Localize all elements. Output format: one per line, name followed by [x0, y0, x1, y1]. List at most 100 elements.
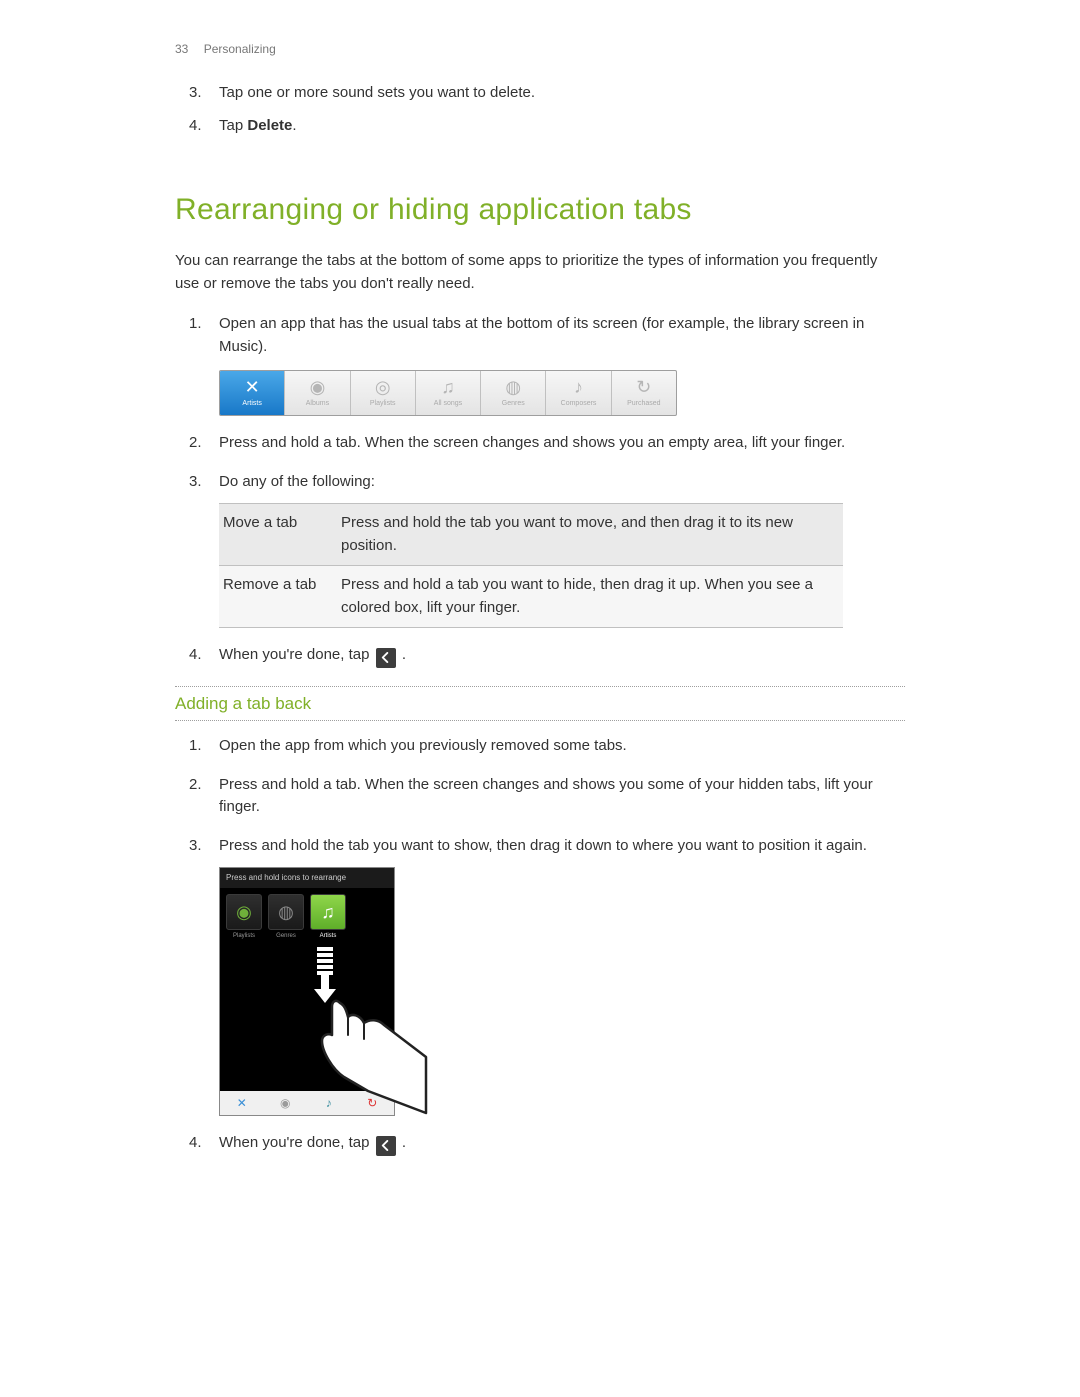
page-number: 33	[175, 42, 188, 56]
step-suffix: .	[402, 1134, 406, 1151]
step-text: When you're done, tap .	[219, 646, 406, 663]
page-meta: 33 Personalizing	[175, 40, 905, 58]
step-number: 4.	[189, 1132, 202, 1155]
back-icon	[376, 1136, 396, 1156]
tab-label: Playlists	[370, 399, 396, 410]
allsongs-icon: ♫	[441, 377, 455, 399]
tab-label: Genres	[502, 399, 525, 410]
step-number: 2.	[189, 774, 202, 797]
artists-icon: ✕	[245, 377, 260, 399]
step-text: Press and hold a tab. When the screen ch…	[219, 776, 873, 816]
playlists-icon: ◎	[375, 377, 391, 399]
action-label: Remove a tab	[219, 566, 337, 628]
thumb-wrap: ◉ Playlists	[226, 894, 262, 941]
step-item: 2. Press and hold a tab. When the screen…	[175, 774, 905, 819]
step-text: Tap Delete.	[219, 117, 297, 134]
divider	[175, 686, 905, 687]
step-item: 4. Tap Delete.	[175, 115, 905, 138]
section-intro: You can rearrange the tabs at the bottom…	[175, 250, 905, 295]
step-text: Open an app that has the usual tabs at t…	[219, 315, 864, 355]
artists-thumb: ♫	[310, 894, 346, 930]
albums-icon: ◉	[310, 377, 326, 399]
playlists-icon: ◉	[236, 899, 252, 926]
genres-icon: ◍	[278, 899, 294, 926]
thumb-wrap: ♫ Artists	[310, 894, 346, 941]
action-desc: Press and hold a tab you want to hide, t…	[337, 566, 843, 628]
step-text: Open the app from which you previously r…	[219, 737, 627, 754]
bottom-tab-icon: ♪	[307, 1091, 351, 1115]
phone-topbar: Press and hold icons to rearrange	[220, 868, 394, 888]
step-item: 4. When you're done, tap .	[175, 644, 905, 668]
composers-icon: ♪	[574, 377, 583, 399]
phone-thumb-row: ◉ Playlists ◍ Genres ♫ Artists	[220, 888, 394, 943]
step-text: Press and hold a tab. When the screen ch…	[219, 434, 845, 451]
tab-artists: ✕ Artists	[220, 371, 285, 415]
step-item: 1. Open an app that has the usual tabs a…	[175, 313, 905, 416]
divider	[175, 720, 905, 721]
tab-purchased: ↻ Purchased	[612, 371, 676, 415]
step-number: 4.	[189, 115, 202, 138]
step-item: 1. Open the app from which you previousl…	[175, 735, 905, 758]
tab-albums: ◉ Albums	[285, 371, 350, 415]
table-row: Remove a tab Press and hold a tab you wa…	[219, 566, 843, 628]
tab-label: Purchased	[627, 399, 660, 410]
drag-arrow-icon	[314, 947, 336, 1007]
bottom-tab-icon: ↻	[351, 1091, 395, 1115]
music-icon: ♫	[321, 899, 335, 926]
action-table: Move a tab Press and hold the tab you wa…	[219, 503, 843, 628]
step-suffix: .	[292, 117, 296, 134]
subsection-steps: 1. Open the app from which you previousl…	[175, 735, 905, 1156]
phone-body	[220, 943, 394, 1091]
bottom-tab-icon: ✕	[220, 1091, 264, 1115]
step-item: 3. Do any of the following: Move a tab P…	[175, 471, 905, 629]
tab-playlists: ◎ Playlists	[351, 371, 416, 415]
genres-icon: ◍	[505, 377, 521, 399]
step-number: 2.	[189, 432, 202, 455]
tabs-bar-figure: ✕ Artists ◉ Albums ◎ Playlists ♫ All son…	[219, 370, 677, 416]
step-item: 3. Tap one or more sound sets you want t…	[175, 82, 905, 105]
step-number: 1.	[189, 735, 202, 758]
step-prefix: When you're done, tap	[219, 1134, 374, 1151]
tab-composers: ♪ Composers	[546, 371, 611, 415]
subsection-title: Adding a tab back	[175, 691, 905, 717]
subheading-wrap: Adding a tab back	[175, 686, 905, 722]
step-number: 4.	[189, 644, 202, 667]
playlists-thumb: ◉	[226, 894, 262, 930]
tab-label: Artists	[242, 399, 261, 410]
section-title: Rearranging or hiding application tabs	[175, 187, 905, 232]
genres-thumb: ◍	[268, 894, 304, 930]
purchased-icon: ↻	[636, 377, 651, 399]
step-suffix: .	[402, 646, 406, 663]
step-text: Press and hold the tab you want to show,…	[219, 837, 867, 854]
step-text: Do any of the following:	[219, 473, 375, 490]
step-prefix: Tap	[219, 117, 247, 134]
step-text: When you're done, tap .	[219, 1134, 406, 1151]
step-number: 3.	[189, 471, 202, 494]
thumb-label: Genres	[268, 932, 304, 941]
tab-genres: ◍ Genres	[481, 371, 546, 415]
tab-label: All songs	[434, 399, 462, 410]
phone-figure: Press and hold icons to rearrange ◉ Play…	[219, 867, 395, 1116]
step-number: 1.	[189, 313, 202, 336]
step-prefix: When you're done, tap	[219, 646, 374, 663]
step-bold: Delete	[247, 117, 292, 134]
step-item: 2. Press and hold a tab. When the screen…	[175, 432, 905, 455]
section-steps: 1. Open an app that has the usual tabs a…	[175, 313, 905, 668]
tab-label: Composers	[561, 399, 597, 410]
continuing-steps: 3. Tap one or more sound sets you want t…	[175, 82, 905, 137]
tab-allsongs: ♫ All songs	[416, 371, 481, 415]
thumb-wrap: ◍ Genres	[268, 894, 304, 941]
step-item: 4. When you're done, tap .	[175, 1132, 905, 1156]
step-number: 3.	[189, 82, 202, 105]
step-text: Tap one or more sound sets you want to d…	[219, 84, 535, 101]
back-icon	[376, 648, 396, 668]
thumb-label: Playlists	[226, 932, 262, 941]
tab-label: Albums	[306, 399, 329, 410]
table-row: Move a tab Press and hold the tab you wa…	[219, 504, 843, 566]
page-section: Personalizing	[204, 42, 276, 56]
action-label: Move a tab	[219, 504, 337, 566]
phone-bottom-tabs: ✕ ◉ ♪ ↻	[220, 1091, 394, 1115]
step-item: 3. Press and hold the tab you want to sh…	[175, 835, 905, 1117]
bottom-tab-icon: ◉	[264, 1091, 308, 1115]
step-number: 3.	[189, 835, 202, 858]
